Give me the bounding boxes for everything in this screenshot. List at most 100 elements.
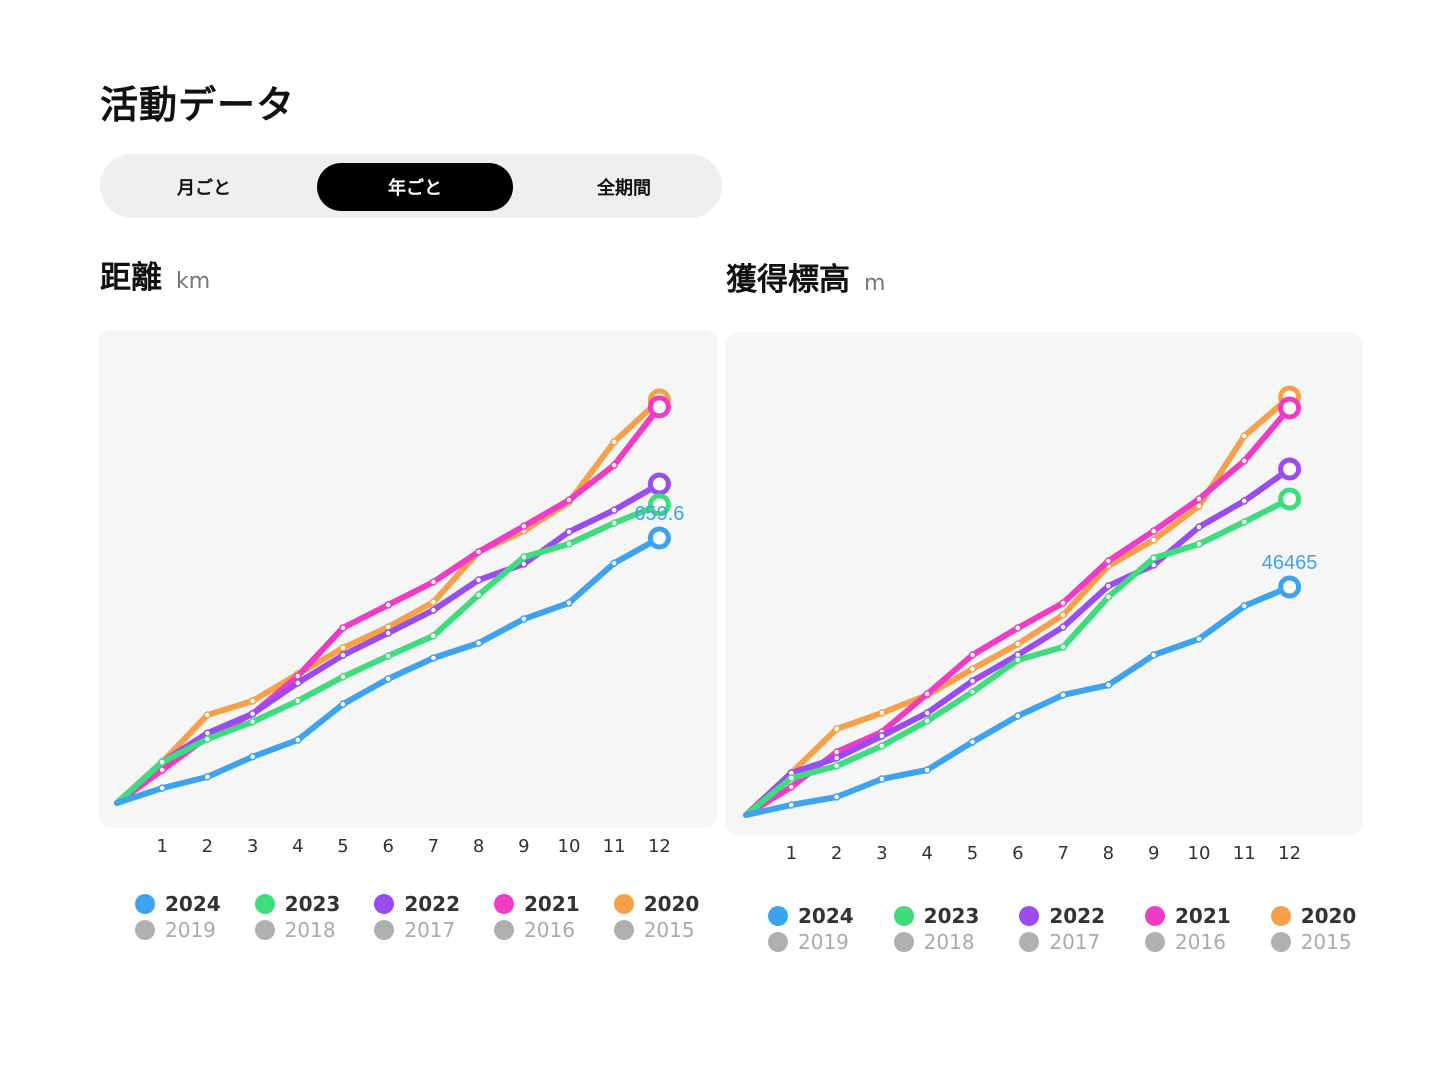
data-point-2021[interactable] bbox=[610, 461, 618, 469]
data-point-2020[interactable] bbox=[1149, 536, 1158, 544]
data-point-2021[interactable] bbox=[1149, 527, 1158, 535]
series-endpoint-2024[interactable] bbox=[647, 526, 671, 550]
series-endpoint-2023[interactable] bbox=[1278, 487, 1302, 511]
data-point-2024[interactable] bbox=[248, 753, 257, 761]
data-point-2021[interactable] bbox=[429, 578, 438, 586]
data-point-2020[interactable] bbox=[203, 711, 212, 719]
data-point-2023[interactable] bbox=[158, 758, 166, 766]
data-point-2020[interactable] bbox=[248, 697, 257, 705]
data-point-2020[interactable] bbox=[429, 598, 438, 606]
data-point-2024[interactable] bbox=[1059, 691, 1067, 699]
data-point-2023[interactable] bbox=[1149, 554, 1158, 562]
data-point-2023[interactable] bbox=[1195, 540, 1203, 548]
data-point-2022[interactable] bbox=[1240, 497, 1249, 505]
data-point-2022[interactable] bbox=[339, 651, 347, 659]
data-point-2024[interactable] bbox=[878, 775, 886, 783]
data-point-2021[interactable] bbox=[474, 548, 483, 556]
data-point-2023[interactable] bbox=[474, 591, 483, 599]
data-point-2021[interactable] bbox=[384, 601, 392, 609]
data-point-2023[interactable] bbox=[565, 540, 573, 548]
data-point-2024[interactable] bbox=[610, 559, 618, 567]
data-point-2021[interactable] bbox=[1240, 457, 1249, 465]
data-point-2024[interactable] bbox=[429, 654, 438, 662]
data-point-2021[interactable] bbox=[1059, 599, 1067, 607]
data-point-2024[interactable] bbox=[565, 599, 573, 607]
data-point-2024[interactable] bbox=[1149, 651, 1158, 659]
data-point-2024[interactable] bbox=[1014, 712, 1022, 720]
legend-item-2021[interactable]: 2021 2016 bbox=[1145, 904, 1231, 954]
data-point-2020[interactable] bbox=[1240, 432, 1249, 440]
data-point-2021[interactable] bbox=[1104, 557, 1113, 565]
data-point-2024[interactable] bbox=[923, 766, 931, 774]
data-point-2023[interactable] bbox=[1014, 656, 1022, 664]
data-point-2022[interactable] bbox=[923, 709, 931, 717]
data-point-2023[interactable] bbox=[923, 717, 931, 725]
data-point-2023[interactable] bbox=[248, 718, 257, 726]
data-point-2022[interactable] bbox=[1059, 623, 1067, 631]
data-point-2023[interactable] bbox=[832, 762, 841, 770]
data-point-2020[interactable] bbox=[878, 709, 886, 717]
data-point-2023[interactable] bbox=[1059, 643, 1067, 651]
data-point-2021[interactable] bbox=[294, 672, 302, 680]
series-endpoint-2024[interactable] bbox=[1278, 575, 1302, 599]
data-point-2023[interactable] bbox=[610, 519, 618, 527]
legend-item-2024[interactable]: 2024 2019 bbox=[768, 904, 854, 954]
data-point-2024[interactable] bbox=[158, 784, 166, 792]
data-point-2020[interactable] bbox=[1014, 640, 1022, 648]
data-point-2022[interactable] bbox=[878, 732, 886, 740]
data-point-2023[interactable] bbox=[787, 774, 796, 782]
data-point-2024[interactable] bbox=[294, 736, 302, 744]
data-point-2021[interactable] bbox=[1014, 624, 1022, 632]
data-point-2022[interactable] bbox=[1104, 582, 1113, 590]
data-point-2021[interactable] bbox=[158, 766, 166, 774]
series-endpoint-2023[interactable] bbox=[647, 493, 671, 517]
data-point-2020[interactable] bbox=[1059, 611, 1067, 619]
legend-item-2022[interactable]: 2022 2017 bbox=[1019, 904, 1105, 954]
data-point-2023[interactable] bbox=[294, 697, 302, 705]
data-point-2022[interactable] bbox=[832, 754, 841, 762]
legend-item-2021[interactable]: 2021 2016 bbox=[494, 892, 580, 942]
data-point-2022[interactable] bbox=[565, 528, 573, 536]
data-point-2021[interactable] bbox=[520, 522, 528, 530]
data-point-2022[interactable] bbox=[429, 606, 438, 614]
data-point-2021[interactable] bbox=[787, 783, 796, 791]
series-endpoint-2022[interactable] bbox=[647, 472, 671, 496]
data-point-2020[interactable] bbox=[1195, 502, 1203, 510]
legend-item-2020[interactable]: 2020 2015 bbox=[613, 892, 699, 942]
data-point-2023[interactable] bbox=[1240, 518, 1249, 526]
data-point-2021[interactable] bbox=[565, 496, 573, 504]
data-point-2024[interactable] bbox=[1240, 602, 1249, 610]
data-point-2020[interactable] bbox=[610, 438, 618, 446]
legend-item-2020[interactable]: 2020 2015 bbox=[1270, 904, 1356, 954]
series-endpoint-2021[interactable] bbox=[1278, 396, 1302, 420]
series-endpoint-2022[interactable] bbox=[1278, 457, 1302, 481]
data-point-2024[interactable] bbox=[474, 639, 483, 647]
data-point-2023[interactable] bbox=[878, 742, 886, 750]
data-point-2023[interactable] bbox=[384, 652, 392, 660]
data-point-2021[interactable] bbox=[1195, 495, 1203, 503]
data-point-2021[interactable] bbox=[339, 624, 347, 632]
data-point-2021[interactable] bbox=[923, 690, 931, 698]
data-point-2022[interactable] bbox=[968, 677, 977, 685]
segment-yearly[interactable]: 年ごと bbox=[317, 163, 513, 211]
data-point-2024[interactable] bbox=[1104, 681, 1113, 689]
series-endpoint-2021[interactable] bbox=[647, 395, 671, 419]
data-point-2024[interactable] bbox=[968, 738, 977, 746]
data-point-2020[interactable] bbox=[339, 644, 347, 652]
data-point-2024[interactable] bbox=[339, 700, 347, 708]
data-point-2022[interactable] bbox=[294, 679, 302, 687]
legend-item-2023[interactable]: 2023 2018 bbox=[893, 904, 979, 954]
data-point-2024[interactable] bbox=[520, 615, 528, 623]
data-point-2024[interactable] bbox=[203, 773, 212, 781]
data-point-2024[interactable] bbox=[832, 793, 841, 801]
legend-item-2024[interactable]: 2024 2019 bbox=[135, 892, 221, 942]
data-point-2020[interactable] bbox=[832, 725, 841, 733]
data-point-2024[interactable] bbox=[787, 801, 796, 809]
segment-all-time[interactable]: 全期間 bbox=[597, 178, 651, 199]
legend-item-2023[interactable]: 2023 2018 bbox=[254, 892, 340, 942]
data-point-2023[interactable] bbox=[968, 688, 977, 696]
data-point-2023[interactable] bbox=[339, 673, 347, 681]
data-point-2022[interactable] bbox=[474, 576, 483, 584]
data-point-2022[interactable] bbox=[248, 710, 257, 718]
data-point-2023[interactable] bbox=[429, 632, 438, 640]
